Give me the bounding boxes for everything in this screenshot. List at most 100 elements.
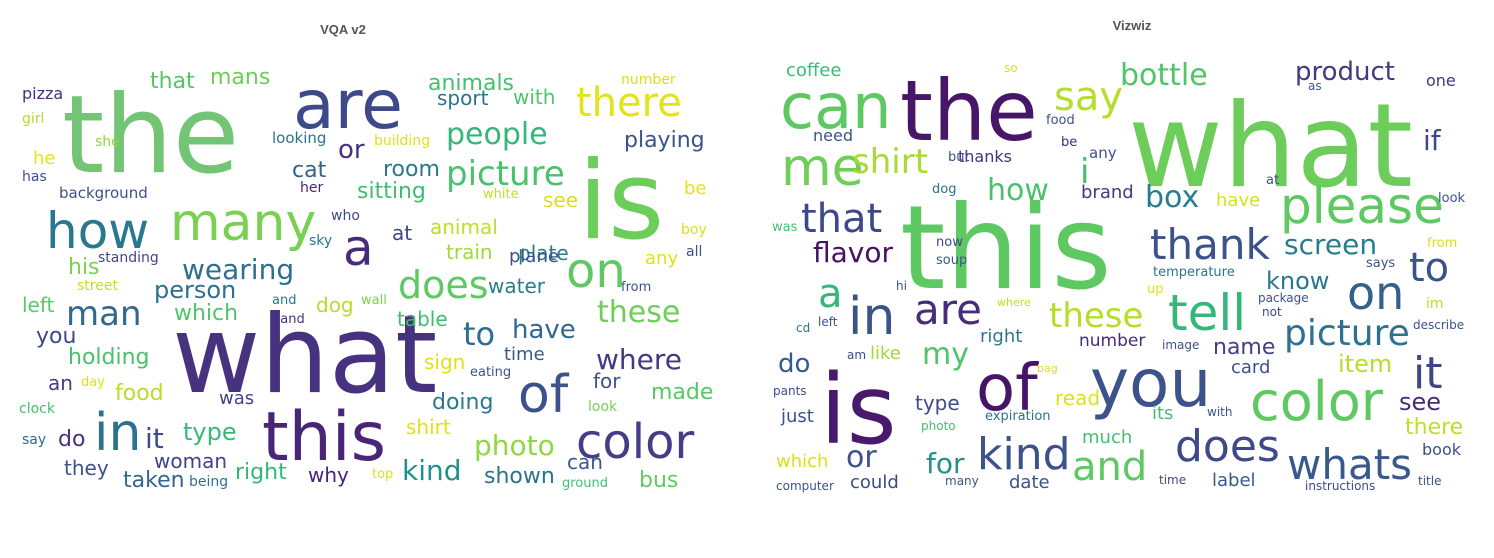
word-playing: playing — [624, 128, 705, 153]
word-label: label — [1212, 470, 1256, 491]
word-right: right — [980, 326, 1022, 347]
word-bag: bag — [1037, 362, 1058, 375]
word-the: the — [900, 62, 1038, 160]
word-my: my — [922, 337, 969, 372]
word-tell: tell — [1168, 284, 1246, 342]
word-plate: plate — [518, 241, 569, 265]
vizwiz-title: Vizwiz — [1112, 18, 1152, 33]
word-ground: ground — [562, 476, 608, 491]
word-is: is — [820, 354, 897, 466]
word-taken: taken — [123, 468, 185, 493]
word-at: at — [392, 221, 412, 245]
word-kind: kind — [402, 454, 462, 487]
word-hand: hand — [272, 312, 305, 327]
word-holding: holding — [68, 345, 150, 370]
word-please: please — [1280, 177, 1444, 235]
word-be: be — [1061, 135, 1077, 150]
word-are: are — [914, 285, 982, 334]
word-coffee: coffee — [786, 60, 841, 81]
word-for: for — [926, 447, 965, 480]
word-i: i — [1080, 152, 1089, 192]
word-that: that — [150, 69, 195, 94]
word-animals: animals — [428, 71, 514, 96]
word-eating: eating — [470, 365, 511, 380]
word-where: where — [997, 296, 1031, 309]
word-im: im — [1426, 296, 1444, 312]
word-doing: doing — [432, 390, 493, 415]
word-in: in — [94, 403, 141, 463]
word-being: being — [189, 474, 228, 490]
word-but: but — [948, 150, 970, 165]
word-up: up — [1147, 282, 1164, 297]
word-background: background — [59, 184, 148, 202]
word-a: a — [343, 219, 374, 277]
word-not: not — [1262, 305, 1282, 319]
word-type: type — [915, 391, 960, 415]
word-white: white — [483, 187, 519, 202]
word-this: this — [900, 181, 1112, 316]
word-look: look — [1438, 191, 1466, 206]
word-cd: cd — [796, 321, 810, 335]
word-person: person — [154, 276, 236, 304]
word-you: you — [1090, 345, 1211, 422]
word-any: any — [645, 248, 678, 269]
word-his: his — [68, 255, 100, 280]
word-bus: bus — [639, 468, 678, 493]
word-a: a — [818, 271, 843, 317]
word-pants: pants — [773, 384, 807, 398]
word-says: says — [1366, 256, 1395, 271]
word-from: from — [621, 280, 651, 295]
word-card: card — [1231, 357, 1270, 378]
word-just: just — [780, 406, 814, 427]
word-that: that — [801, 196, 882, 242]
word-on: on — [1347, 266, 1404, 320]
word-soup: soup — [936, 253, 967, 268]
word-item: item — [1338, 350, 1392, 378]
word-thank: thank — [1150, 220, 1270, 269]
word-standing: standing — [98, 250, 159, 266]
word-who: who — [331, 208, 360, 224]
word-in: in — [848, 287, 895, 347]
word-does: does — [398, 263, 489, 307]
word-left: left — [22, 293, 55, 317]
word-you: you — [36, 324, 76, 349]
word-look: look — [588, 399, 618, 415]
word-say: say — [1054, 74, 1123, 120]
word-of: of — [518, 365, 570, 425]
word-this: this — [262, 398, 386, 477]
word-describe: describe — [1413, 318, 1464, 332]
word-does: does — [1175, 421, 1280, 472]
word-computer: computer — [776, 479, 834, 493]
word-he: he — [33, 148, 55, 169]
word-how: how — [46, 202, 149, 260]
word-box: box — [1145, 180, 1199, 215]
word-food: food — [115, 381, 164, 406]
word-it: it — [145, 422, 164, 455]
word-it: it — [1413, 348, 1442, 399]
word-shown: shown — [484, 464, 555, 489]
word-to: to — [463, 315, 495, 353]
word-right: right — [235, 460, 287, 485]
word-with: with — [1207, 405, 1232, 419]
word-train: train — [446, 240, 493, 264]
word-bottle: bottle — [1120, 58, 1208, 93]
word-now: now — [936, 235, 963, 250]
word-date: date — [1009, 472, 1050, 493]
word-where: where — [596, 343, 682, 376]
word-there: there — [576, 80, 682, 126]
word-much: much — [1082, 427, 1132, 448]
word-have: have — [512, 315, 576, 345]
word-people: people — [446, 117, 548, 152]
word-these: these — [597, 295, 680, 330]
word-see: see — [1399, 388, 1441, 416]
word-food: food — [1046, 113, 1075, 128]
word-which: which — [174, 301, 238, 326]
word-looking: looking — [272, 129, 326, 147]
word-has: has — [22, 169, 47, 185]
word-say: say — [22, 432, 46, 448]
word-do: do — [58, 427, 85, 452]
word-top: top — [372, 467, 393, 482]
word-if: if — [1423, 124, 1442, 157]
word-know: know — [1266, 267, 1329, 295]
